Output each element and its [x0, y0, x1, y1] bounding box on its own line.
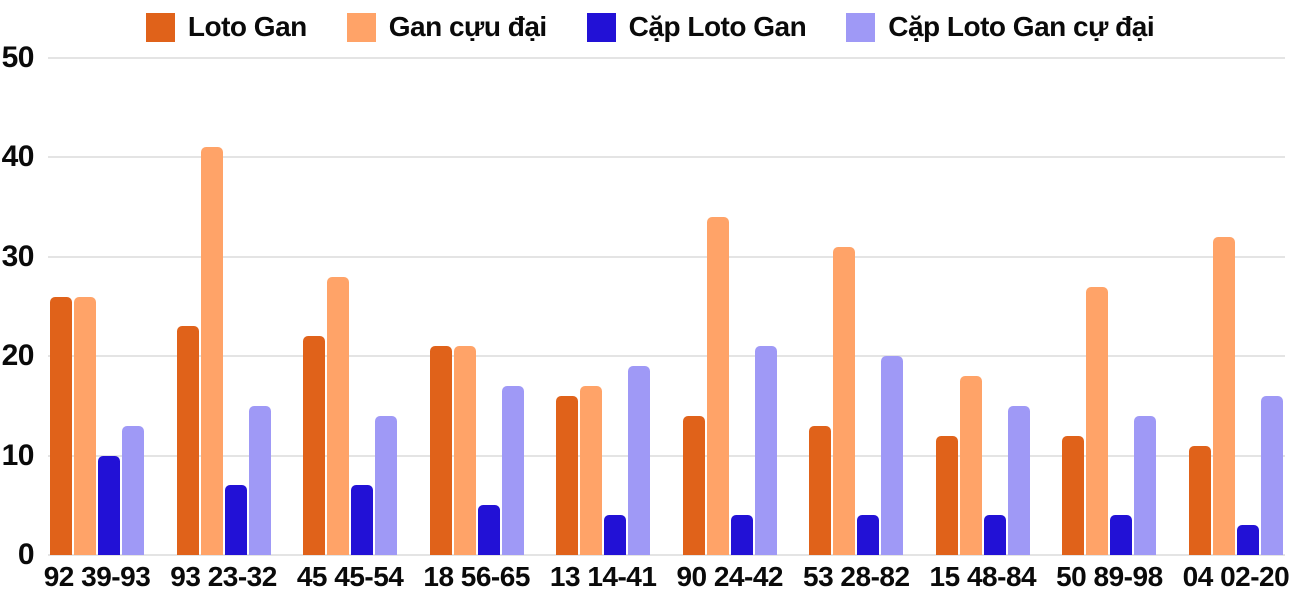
category-label: 50 89-98 — [1056, 561, 1163, 592]
y-tick-label: 10 — [1, 438, 35, 472]
bar[interactable] — [1110, 515, 1133, 555]
bar[interactable] — [881, 356, 904, 555]
bar[interactable] — [375, 416, 398, 555]
category-label: 53 28-82 — [803, 561, 910, 592]
bar-group: 50 89-98 — [1056, 58, 1163, 592]
bar-groups: 92 39-93 93 23-32 45 45-54 18 56-65 13 14-41… — [44, 58, 1290, 592]
y-tick-label: 30 — [1, 239, 35, 273]
bar[interactable] — [833, 247, 856, 555]
bar-group: 93 23-32 — [170, 58, 277, 592]
plot-area: 92 39-93 93 23-32 45 45-54 18 56-65 13 14-41… — [44, 57, 1290, 592]
bar[interactable] — [74, 297, 96, 555]
bar[interactable] — [959, 376, 982, 555]
bar[interactable] — [754, 346, 777, 555]
bar[interactable] — [453, 346, 476, 555]
bar[interactable] — [176, 326, 199, 555]
bar-group: 90 24-42 — [676, 58, 784, 592]
bar[interactable] — [351, 485, 374, 555]
legend-item[interactable]: Gan cựu đại — [346, 11, 547, 43]
bar[interactable] — [628, 366, 651, 555]
gridline — [48, 255, 1285, 258]
bar[interactable] — [935, 436, 958, 555]
legend-swatch-icon — [145, 12, 175, 42]
bar[interactable] — [327, 277, 350, 555]
bar[interactable] — [983, 515, 1006, 555]
bar[interactable] — [730, 515, 753, 555]
category-label: 18 56-65 — [423, 561, 530, 592]
bar-group: 04 02-20 — [1183, 58, 1290, 592]
legend-label: Cặp Loto Gan — [628, 11, 807, 42]
bar[interactable] — [1062, 436, 1085, 555]
legend-item[interactable]: Cặp Loto Gan cự đại — [846, 11, 1155, 43]
bar[interactable] — [857, 515, 880, 555]
bar-group: 13 14-41 — [550, 58, 657, 592]
bar[interactable] — [224, 485, 247, 555]
bar[interactable] — [1007, 406, 1030, 555]
y-tick-label: 20 — [1, 339, 35, 373]
bar[interactable] — [303, 336, 326, 555]
legend-label: Loto Gan — [187, 11, 307, 42]
legend-swatch-icon — [846, 12, 876, 42]
bar[interactable] — [429, 346, 452, 555]
bar-group: 53 28-82 — [803, 58, 910, 592]
y-tick-label: 40 — [1, 140, 35, 174]
bar[interactable] — [604, 515, 627, 555]
y-tick-label: 50 — [1, 41, 35, 74]
bar[interactable] — [1212, 237, 1235, 555]
gridline — [48, 57, 1285, 59]
gridline — [48, 156, 1285, 159]
bar-group: 18 56-65 — [423, 58, 530, 592]
legend-swatch-icon — [586, 12, 616, 42]
bar[interactable] — [706, 217, 729, 555]
bar[interactable] — [122, 426, 144, 555]
gridline — [48, 454, 1285, 457]
gridline — [48, 554, 1285, 556]
bar[interactable] — [809, 426, 832, 555]
legend-label: Cặp Loto Gan cự đại — [888, 11, 1155, 42]
category-label: 13 14-41 — [549, 561, 657, 592]
legend-item[interactable]: Cặp Loto Gan — [586, 11, 807, 43]
category-label: 90 24-42 — [676, 561, 784, 592]
bar[interactable] — [1134, 416, 1157, 555]
chart-legend: Loto Gan Gan cựu đại Cặp Loto Gan Cặp Loto … — [0, 11, 1300, 43]
legend-swatch-icon — [346, 12, 376, 42]
bar-group: 45 45-54 — [297, 58, 404, 592]
category-label: 15 48-84 — [929, 561, 1037, 592]
bar[interactable] — [556, 396, 579, 555]
category-label: 45 45-54 — [296, 561, 404, 592]
legend-item[interactable]: Loto Gan — [145, 11, 307, 43]
category-label: 92 39-93 — [43, 561, 151, 592]
legend-label: Gan cựu đại — [388, 11, 547, 42]
bar-group: 15 48-84 — [930, 58, 1037, 592]
bar[interactable] — [1236, 525, 1259, 555]
bar[interactable] — [682, 416, 705, 555]
category-label: 93 23-32 — [170, 561, 277, 592]
category-label: 04 02-20 — [1182, 561, 1290, 592]
bar[interactable] — [248, 406, 271, 555]
gridline — [48, 355, 1285, 358]
bar[interactable] — [200, 147, 223, 555]
bar[interactable] — [580, 386, 603, 555]
bar[interactable] — [1086, 287, 1109, 555]
y-tick-label: 0 — [17, 538, 35, 571]
bar[interactable] — [1188, 446, 1211, 555]
bar[interactable] — [50, 297, 72, 555]
bar[interactable] — [477, 505, 500, 555]
bar[interactable] — [501, 386, 524, 555]
bar[interactable] — [98, 456, 120, 555]
bar-group: 92 39-93 — [44, 58, 151, 592]
bar[interactable] — [1260, 396, 1283, 555]
y-axis: 0 10 20 30 40 50 — [0, 42, 35, 571]
